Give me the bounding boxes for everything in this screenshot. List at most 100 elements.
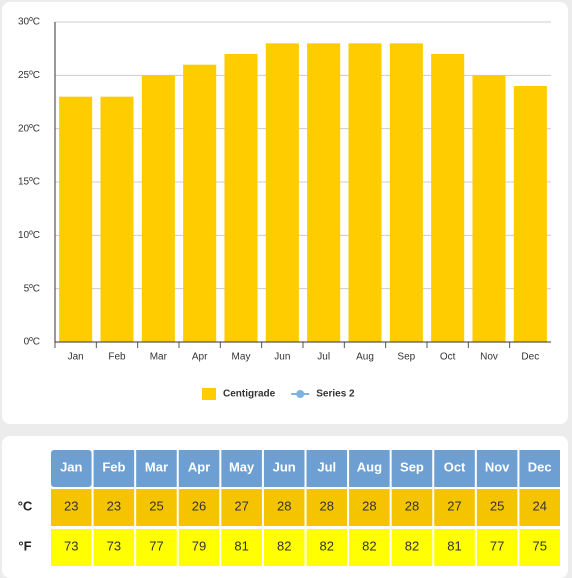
cell bbox=[51, 489, 92, 526]
cell-text: 81 bbox=[447, 538, 461, 553]
legend-marker bbox=[296, 390, 305, 398]
cell-text: 28 bbox=[320, 498, 334, 513]
header-text: Oct bbox=[444, 459, 466, 474]
header-text: Sep bbox=[400, 459, 424, 474]
x-tick-label: May bbox=[232, 352, 251, 363]
cell bbox=[263, 529, 305, 566]
header-text: Nov bbox=[485, 459, 510, 474]
bar bbox=[431, 54, 465, 342]
cell-text: 82 bbox=[320, 538, 334, 553]
y-tick-label: 10ºC bbox=[18, 230, 40, 241]
header-cell bbox=[349, 450, 390, 487]
chart: 0ºC 5ºC 10ºC 15ºC 20ºC 25ºC 30ºC Jan Feb Mar Apr Ma… bbox=[18, 17, 551, 400]
header-text: Dec bbox=[528, 459, 552, 474]
cell bbox=[519, 529, 560, 566]
bar bbox=[307, 43, 341, 342]
cell bbox=[93, 489, 135, 526]
cell-text: 28 bbox=[277, 498, 291, 513]
row-label: °C bbox=[18, 498, 33, 513]
header-cell bbox=[476, 450, 518, 487]
cell bbox=[51, 529, 92, 566]
cell bbox=[178, 489, 220, 526]
header-text: Jan bbox=[60, 459, 82, 474]
cell bbox=[476, 489, 518, 526]
header-cell bbox=[434, 450, 475, 487]
cell-text: 26 bbox=[192, 498, 206, 513]
cell bbox=[263, 489, 305, 526]
cell bbox=[136, 489, 177, 526]
row-label: °F bbox=[18, 538, 31, 553]
x-tick-label: Sep bbox=[397, 352, 415, 363]
x-tick-label: Nov bbox=[480, 352, 498, 363]
cell bbox=[519, 489, 560, 526]
header-cell bbox=[221, 450, 262, 487]
y-tick-label: 20ºC bbox=[18, 123, 40, 134]
cell-text: 79 bbox=[192, 538, 206, 553]
cell bbox=[93, 529, 135, 566]
cell-text: 81 bbox=[234, 538, 248, 553]
y-tick-label: 30ºC bbox=[18, 17, 40, 28]
x-tick-label: Dec bbox=[521, 352, 539, 363]
bar bbox=[389, 43, 423, 342]
cell-text: 82 bbox=[362, 538, 376, 553]
bar bbox=[348, 43, 382, 342]
cell bbox=[178, 529, 220, 566]
header-cell bbox=[306, 450, 348, 487]
x-tick-label: Jun bbox=[274, 352, 290, 363]
x-tick-label: Jul bbox=[317, 352, 330, 363]
cell-text: 73 bbox=[64, 538, 78, 553]
cell-text: 28 bbox=[405, 498, 419, 513]
header-cell bbox=[93, 450, 135, 487]
x-tick-label: Feb bbox=[108, 352, 126, 363]
cell-text: 25 bbox=[490, 498, 504, 513]
cell-text: 25 bbox=[149, 498, 163, 513]
cell-text: 27 bbox=[447, 498, 461, 513]
cell-text: 77 bbox=[490, 538, 504, 553]
bar bbox=[141, 75, 175, 342]
y-tick-label: 25ºC bbox=[18, 70, 40, 81]
cell bbox=[391, 489, 433, 526]
cell-text: 75 bbox=[532, 538, 546, 553]
y-tick-label: 15ºC bbox=[18, 177, 40, 188]
header-cell bbox=[519, 450, 560, 487]
bar bbox=[183, 64, 217, 343]
header-text: May bbox=[229, 459, 255, 474]
header-text: Mar bbox=[145, 459, 168, 474]
cell bbox=[306, 529, 348, 566]
cell bbox=[476, 529, 518, 566]
cell bbox=[136, 529, 177, 566]
header-text: Feb bbox=[102, 459, 125, 474]
x-tick-label: Apr bbox=[192, 352, 208, 363]
cell-text: 28 bbox=[362, 498, 376, 513]
x-tick-label: Oct bbox=[440, 352, 456, 363]
table: Jan Feb Mar Apr May Jun Jul Aug Sep Oct Nov Dec °C 23… bbox=[18, 450, 560, 566]
cell-text: 23 bbox=[107, 498, 121, 513]
header-text: Jun bbox=[273, 459, 296, 474]
bar bbox=[224, 54, 258, 342]
header-cell bbox=[178, 450, 220, 487]
y-tick-label: 5ºC bbox=[24, 283, 40, 294]
header-cell bbox=[263, 450, 305, 487]
bar bbox=[513, 86, 547, 342]
cell bbox=[221, 529, 262, 566]
header-text: Jul bbox=[317, 459, 336, 474]
cell bbox=[349, 529, 390, 566]
header-cell bbox=[51, 450, 92, 487]
legend-label: Series 2 bbox=[316, 389, 355, 400]
x-tick-label: Jan bbox=[68, 352, 84, 363]
bar bbox=[100, 96, 134, 343]
cell bbox=[391, 529, 433, 566]
header-text: Aug bbox=[357, 459, 382, 474]
header-cell bbox=[136, 450, 177, 487]
cell-text: 27 bbox=[234, 498, 248, 513]
cell-text: 77 bbox=[149, 538, 163, 553]
x-tick-label: Mar bbox=[150, 352, 168, 363]
bar bbox=[265, 43, 299, 342]
legend-label: Centigrade bbox=[223, 389, 276, 400]
bar bbox=[472, 75, 506, 342]
cell bbox=[306, 489, 348, 526]
header-text: Apr bbox=[188, 459, 210, 474]
cell bbox=[434, 489, 475, 526]
